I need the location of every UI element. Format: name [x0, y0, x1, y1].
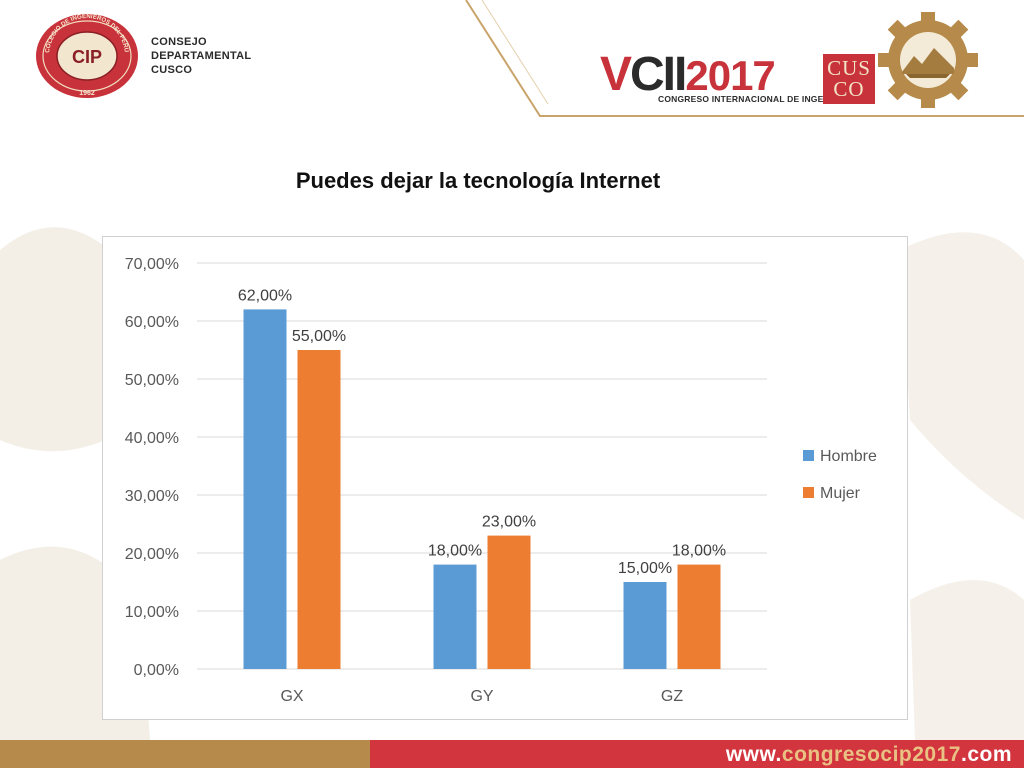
congress-gear-emblem [878, 12, 978, 108]
city-badge-top: CUS [827, 56, 871, 80]
city-badge: CUS CO [823, 54, 875, 104]
x-tick-label: GZ [661, 688, 683, 705]
y-tick-label: 60,00% [125, 314, 179, 331]
congress-brand: VCII2017 [600, 48, 776, 102]
y-tick-label: 0,00% [134, 662, 179, 679]
data-label: 18,00% [428, 543, 482, 560]
council-name: CONSEJO DEPARTAMENTAL CUSCO [151, 35, 251, 77]
header-divider-lines [465, 0, 1024, 117]
bar-mujer-gx [297, 350, 341, 669]
slide-header: COLEGIO DE INGENIEROS DEL PERÚ CIP 1962 … [0, 0, 1024, 120]
x-tick-label: GX [280, 688, 303, 705]
bar-chart: 0,00% 10,00% 20,00% 30,00% 40,00% 50,00% 60,00… [102, 236, 908, 720]
bar-mujer-gz [677, 564, 721, 669]
legend-label: Mujer [820, 485, 861, 502]
legend-swatch-mujer [803, 487, 814, 498]
brand-cii: CII [630, 48, 687, 101]
footer-red-band [370, 740, 1024, 768]
seal-monogram: CIP [72, 47, 102, 67]
bar-hombre-gy [433, 564, 477, 669]
data-label: 18,00% [672, 543, 726, 560]
seal-year: 1962 [79, 90, 95, 97]
y-tick-label: 10,00% [125, 604, 179, 621]
y-tick-label: 20,00% [125, 546, 179, 563]
congress-subtitle: CONGRESO INTERNACIONAL DE INGENIERÍA [658, 94, 854, 104]
cip-seal-logo: COLEGIO DE INGENIEROS DEL PERÚ CIP 1962 [36, 13, 138, 98]
url-suffix: .com [960, 743, 1012, 766]
y-tick-label: 30,00% [125, 488, 179, 505]
y-tick-label: 70,00% [125, 256, 179, 273]
url-domain: congresocip2017 [781, 743, 961, 766]
legend-swatch-hombre [803, 450, 814, 461]
chart-canvas: 0,00% 10,00% 20,00% 30,00% 40,00% 50,00% 60,00… [125, 256, 877, 705]
bar-mujer-gy [487, 535, 531, 669]
council-line: CUSCO [151, 64, 193, 76]
data-label: 55,00% [292, 328, 346, 345]
url-prefix: www. [725, 743, 782, 766]
bar-hombre-gx [243, 309, 287, 669]
y-tick-label: 50,00% [125, 372, 179, 389]
data-label: 15,00% [618, 560, 672, 577]
brand-year: 2017 [685, 52, 775, 99]
brand-v: V [600, 48, 632, 101]
x-tick-label: GY [470, 688, 493, 705]
council-line: DEPARTAMENTAL [151, 50, 252, 62]
data-label: 62,00% [238, 287, 292, 304]
y-tick-label: 40,00% [125, 430, 179, 447]
data-label: 23,00% [482, 514, 536, 531]
city-badge-bottom: CO [833, 77, 865, 101]
council-line: CONSEJO [151, 36, 207, 48]
slide-title: Puedes dejar la tecnología Internet [295, 168, 661, 193]
legend-label: Hombre [820, 448, 877, 465]
bar-hombre-gz [623, 582, 667, 669]
footer-website-link[interactable]: www.congresocip2017.com [726, 741, 1012, 768]
footer-gold-band [0, 740, 370, 768]
